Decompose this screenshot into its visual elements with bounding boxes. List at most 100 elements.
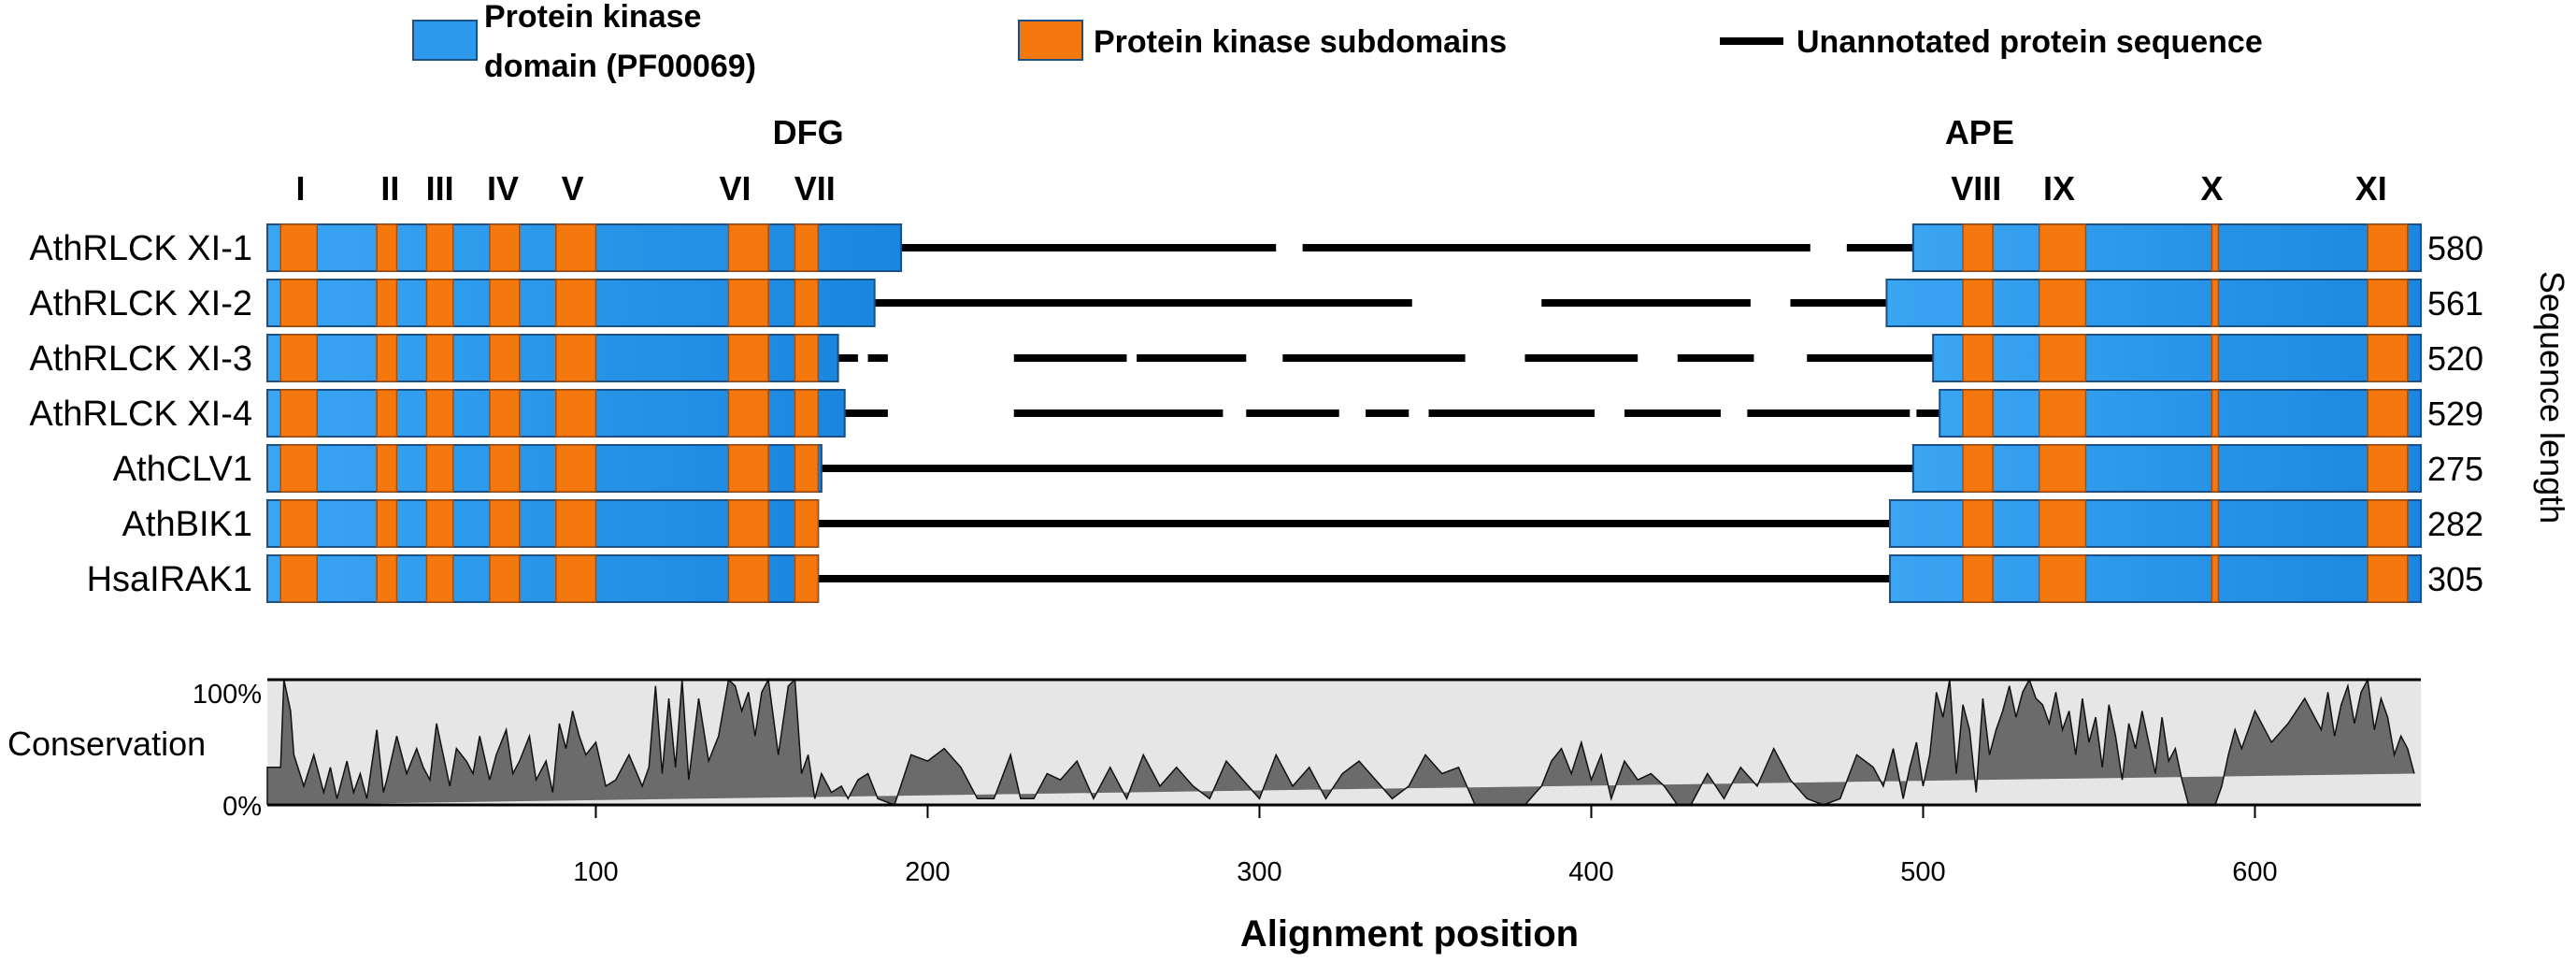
sequence-name: AthCLV1	[113, 450, 252, 489]
kinase-subdomain-box	[2211, 499, 2220, 548]
sequence-length-value: 305	[2427, 560, 2483, 598]
kinase-subdomain-box	[727, 389, 769, 438]
kinase-domain-c-lobe	[1939, 389, 2422, 438]
legend-domain-label-line1: Protein kinase	[484, 0, 701, 35]
sequence-row-athclv1: AthCLV1 275	[113, 444, 2483, 493]
kinase-subdomain-box	[727, 499, 769, 548]
kinase-subdomain-box	[2367, 279, 2409, 327]
kinase-subdomain-box	[376, 499, 398, 548]
x-axis-label: Alignment position	[1240, 913, 1579, 955]
sequence-length-value: 520	[2427, 339, 2483, 378]
kinase-subdomain-box	[376, 389, 398, 438]
kinase-subdomain-box	[2367, 444, 2409, 493]
kinase-subdomain-box	[489, 499, 521, 548]
kinase-subdomain-box	[794, 499, 820, 548]
sequence-name: HsaIRAK1	[87, 560, 252, 599]
motif-label-ape: APE	[1945, 113, 2014, 151]
kinase-subdomain-box	[2367, 334, 2409, 382]
kinase-subdomain-box	[727, 444, 769, 493]
conservation-ytick-top: 100%	[193, 680, 262, 710]
kinase-subdomain-box	[489, 444, 521, 493]
kinase-subdomain-box	[279, 444, 319, 493]
kinase-subdomain-box	[555, 554, 597, 603]
kinase-subdomain-box	[727, 554, 769, 603]
kinase-subdomain-box	[727, 223, 769, 272]
kinase-subdomain-box	[2367, 389, 2409, 438]
sequence-name: AthRLCK XI-1	[29, 229, 252, 268]
subdomain-label-i: I	[295, 169, 305, 208]
kinase-subdomain-box	[489, 223, 521, 272]
kinase-subdomain-box	[2038, 554, 2087, 603]
kinase-subdomain-box	[1962, 444, 1994, 493]
kinase-subdomain-box	[1962, 223, 1994, 272]
kinase-subdomain-box	[489, 389, 521, 438]
kinase-subdomain-box	[794, 554, 820, 603]
legend-subdomain-label: Protein kinase subdomains	[1094, 24, 1507, 60]
sequence-length-value: 529	[2427, 395, 2483, 433]
kinase-domain-c-lobe	[1911, 444, 2423, 493]
subdomain-label-viii: VIII	[1951, 169, 2001, 208]
kinase-subdomain-box	[1962, 389, 1994, 438]
kinase-subdomain-box	[727, 279, 769, 327]
sequence-length-value: 561	[2427, 284, 2483, 323]
x-tick-label: 300	[1237, 857, 1281, 887]
kinase-subdomain-box	[279, 279, 319, 327]
kinase-subdomain-box	[1962, 554, 1994, 603]
kinase-subdomain-box	[727, 334, 769, 382]
kinase-subdomain-box	[555, 444, 597, 493]
conservation-area	[266, 677, 2415, 806]
kinase-subdomain-box	[376, 223, 398, 272]
kinase-subdomain-box	[2211, 554, 2220, 603]
kinase-subdomain-box	[1962, 334, 1994, 382]
kinase-subdomain-box	[279, 554, 319, 603]
subdomain-label-ix: IX	[2043, 169, 2075, 208]
kinase-subdomain-box	[2211, 334, 2220, 382]
kinase-subdomain-box	[794, 444, 820, 493]
kinase-subdomain-box	[2038, 223, 2087, 272]
kinase-subdomain-box	[1962, 499, 1994, 548]
kinase-subdomain-box	[794, 223, 820, 272]
kinase-subdomain-box	[1962, 279, 1994, 327]
subdomain-label-ii: II	[380, 169, 399, 208]
kinase-subdomain-box	[2367, 223, 2409, 272]
sequence-row-athrlck-xi-4: AthRLCK XI-4 529	[29, 389, 2483, 438]
kinase-domain-c-lobe	[1911, 223, 2423, 272]
subdomain-label-vi: VI	[720, 169, 751, 208]
sequence-length-axis-label: Sequence length	[2533, 271, 2571, 524]
kinase-subdomain-box	[2038, 279, 2087, 327]
conservation-panel: Conservation 100% 0%	[7, 677, 2421, 822]
sequence-row-athbik1: AthBIK1 282	[122, 499, 2483, 548]
conservation-ytick-bottom: 0%	[222, 792, 262, 822]
kinase-subdomain-box	[425, 444, 454, 493]
kinase-subdomain-box	[425, 334, 454, 382]
kinase-subdomain-box	[2038, 389, 2087, 438]
legend-unannotated-label: Unannotated protein sequence	[1796, 24, 2263, 60]
kinase-subdomain-box	[555, 279, 597, 327]
subdomain-label-iv: IV	[487, 169, 519, 208]
sequence-length-value: 282	[2427, 505, 2483, 543]
subdomain-label-vii: VII	[794, 169, 836, 208]
sequence-name: AthRLCK XI-3	[29, 339, 252, 379]
kinase-subdomain-box	[279, 223, 319, 272]
subdomain-label-iii: III	[426, 169, 454, 208]
sequence-length-value: 580	[2427, 229, 2483, 267]
sequence-name: AthRLCK XI-2	[29, 284, 252, 323]
kinase-subdomain-box	[425, 223, 454, 272]
kinase-subdomain-box	[425, 554, 454, 603]
subdomain-label-v: V	[562, 169, 584, 208]
x-tick-label: 400	[1568, 857, 1613, 887]
sequence-row-athrlck-xi-2: AthRLCK XI-2 561	[29, 279, 2483, 327]
kinase-subdomain-box	[2038, 499, 2087, 548]
kinase-domain-n-lobe	[266, 554, 820, 603]
kinase-subdomain-box	[425, 279, 454, 327]
kinase-subdomain-box	[425, 499, 454, 548]
sequence-length-value: 275	[2427, 450, 2483, 488]
kinase-subdomain-box	[489, 334, 521, 382]
kinase-subdomain-box	[555, 389, 597, 438]
kinase-subdomain-box	[279, 334, 319, 382]
kinase-subdomain-box	[376, 279, 398, 327]
